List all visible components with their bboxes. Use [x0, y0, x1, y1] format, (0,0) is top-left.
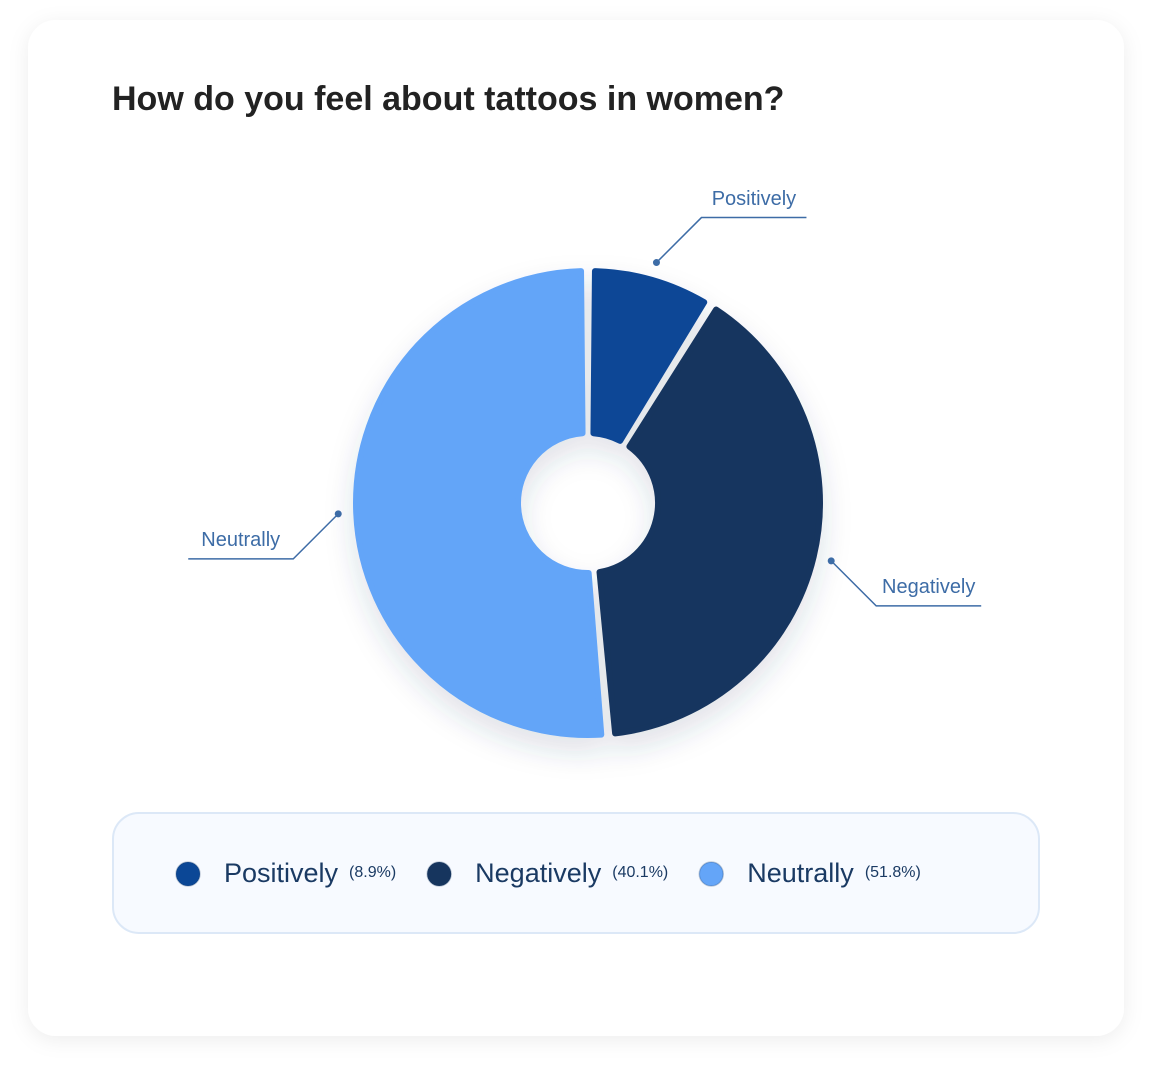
callout-label: Positively	[712, 188, 796, 210]
callout-label: Negatively	[882, 576, 975, 598]
donut-slice	[353, 268, 605, 738]
legend-marker	[698, 861, 725, 887]
donut-slice	[590, 268, 708, 444]
donut	[353, 268, 823, 738]
legend-marker	[175, 861, 201, 887]
donut-slice	[596, 306, 823, 737]
legend-box	[112, 812, 1040, 934]
legend-label: Negatively	[475, 858, 602, 888]
callout-line	[188, 513, 339, 560]
legend-label: Positively	[224, 858, 339, 888]
legend-label: Neutrally	[747, 858, 854, 888]
legend: Positively (8.9%) Negatively (40.1%) Neutral…	[175, 858, 921, 888]
callout-label: Neutrally	[201, 529, 280, 551]
callout-line	[655, 216, 807, 264]
chart-title: How do you feel about tattoos in women?	[112, 80, 784, 118]
legend-marker	[426, 861, 452, 887]
card	[28, 20, 1124, 1036]
legend-value: (8.9%)	[349, 864, 396, 881]
legend-value: (40.1%)	[612, 864, 668, 881]
legend-value: (51.8%)	[865, 864, 921, 881]
callout-line	[830, 560, 982, 607]
